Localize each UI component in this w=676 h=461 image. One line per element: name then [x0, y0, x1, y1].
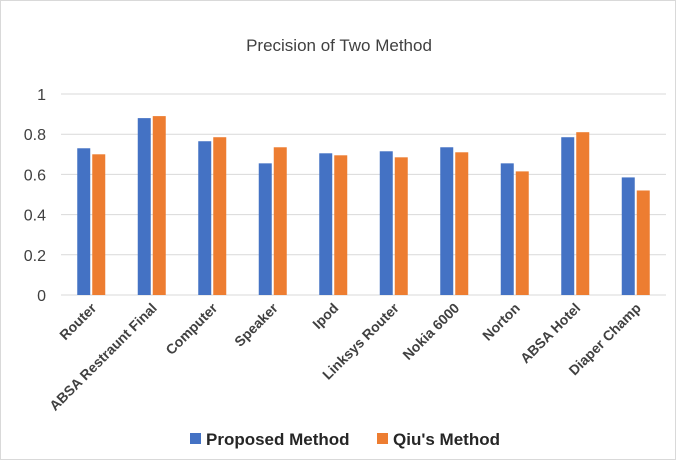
bar-proposed-9 [621, 177, 635, 295]
legend-swatch [190, 433, 201, 444]
bar-qiu-5 [394, 157, 408, 295]
y-tick-label: 0.4 [24, 208, 46, 225]
bar-qiu-3 [273, 147, 287, 295]
x-category-label: Nokia 6000 [399, 300, 462, 363]
bar-proposed-1 [137, 118, 151, 296]
bar-proposed-2 [198, 141, 212, 295]
gridlines [61, 93, 666, 296]
bar-qiu-8 [576, 132, 590, 295]
bar-qiu-1 [152, 116, 166, 295]
y-axis-ticks: 0 0.2 0.4 0.6 0.8 1 [24, 87, 46, 305]
legend: Proposed Method Qiu's Method [190, 430, 500, 449]
x-category-label: Norton [479, 300, 523, 344]
bar-proposed-5 [379, 151, 393, 295]
x-category-label: Router [56, 299, 100, 343]
x-category-label: ABSA Restraunt Final [46, 300, 160, 414]
x-category-label: Speaker [231, 299, 281, 349]
bar-qiu-2 [213, 137, 227, 295]
legend-label: Qiu's Method [393, 430, 500, 449]
y-tick-label: 0.6 [24, 167, 46, 184]
y-tick-label: 0.8 [24, 127, 46, 144]
bar-qiu-4 [334, 155, 348, 295]
x-category-label: ABSA Hotel [517, 300, 584, 367]
y-tick-label: 0 [37, 288, 46, 305]
legend-label: Proposed Method [206, 430, 350, 449]
bar-qiu-9 [636, 190, 650, 295]
chart-title: Precision of Two Method [246, 36, 432, 55]
bar-proposed-8 [561, 137, 575, 295]
bar-proposed-3 [258, 163, 272, 295]
legend-swatch [377, 433, 388, 444]
bar-qiu-0 [92, 154, 106, 295]
bars [77, 116, 650, 296]
x-category-label: Computer [162, 299, 220, 357]
bar-proposed-4 [319, 153, 333, 295]
bar-proposed-6 [440, 147, 454, 295]
x-category-label: Ipod [309, 300, 341, 332]
bar-proposed-0 [77, 148, 91, 295]
bar-qiu-6 [455, 152, 469, 295]
bar-proposed-7 [500, 163, 514, 295]
y-tick-label: 1 [37, 87, 46, 104]
y-tick-label: 0.2 [24, 248, 46, 265]
bar-qiu-7 [515, 171, 529, 295]
